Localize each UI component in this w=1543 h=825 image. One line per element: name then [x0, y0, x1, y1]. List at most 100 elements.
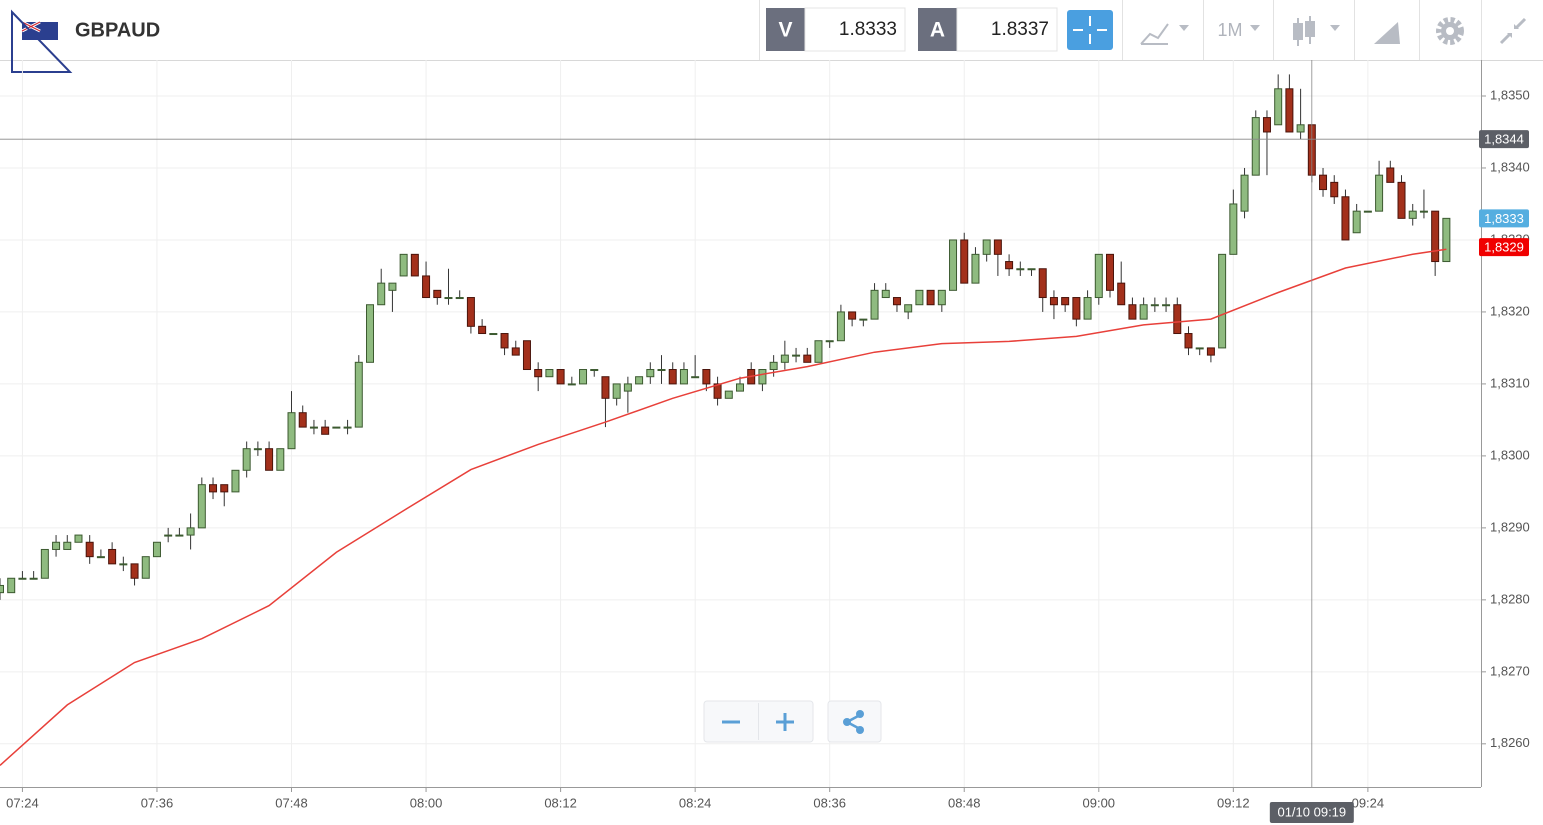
candle-body — [612, 383, 621, 399]
candle-body — [1150, 304, 1159, 307]
candle-body — [825, 340, 834, 343]
candle-body — [1319, 174, 1328, 191]
candle-body — [1128, 304, 1137, 320]
candle-body — [18, 577, 27, 580]
candle-body — [298, 412, 307, 428]
plot-area — [0, 74, 1451, 766]
candle-body — [937, 289, 946, 306]
candle-body — [119, 563, 128, 566]
candle-body — [7, 577, 16, 594]
candle-body — [1049, 297, 1058, 306]
candle-body — [679, 369, 688, 385]
price-marker-label: 1,8333 — [1484, 211, 1524, 226]
bid-label[interactable]: V — [778, 19, 792, 42]
price-marker-label: 1,8329 — [1484, 240, 1524, 255]
timeframe[interactable]: 1M — [1217, 20, 1242, 40]
candle-body — [814, 340, 823, 363]
candle-body — [1341, 196, 1350, 241]
crosshair-button[interactable] — [1067, 10, 1113, 50]
x-tick-label: 08:48 — [948, 795, 981, 810]
candle-body — [926, 289, 935, 306]
candle-body — [691, 376, 700, 379]
y-tick-label: 1,8320 — [1490, 303, 1530, 318]
bid-price[interactable]: 1.8333 — [839, 19, 897, 40]
candle-body — [422, 275, 431, 299]
candle-body — [29, 577, 38, 580]
drawing-button[interactable] — [1374, 22, 1400, 44]
ask-label-box[interactable] — [918, 8, 957, 51]
candle-body — [1072, 297, 1081, 320]
candle-body — [1419, 210, 1428, 213]
candle-body — [892, 297, 901, 306]
y-tick-label: 1,8310 — [1490, 375, 1530, 390]
candle-body — [1442, 217, 1451, 263]
candle-body — [623, 383, 632, 392]
settings-button[interactable] — [1436, 17, 1464, 45]
candle-body — [590, 369, 599, 372]
x-tick-label: 09:24 — [1352, 795, 1385, 810]
candle-body — [1206, 347, 1215, 356]
zoom-in-button[interactable] — [776, 713, 794, 731]
candle-body — [220, 484, 229, 493]
candle-body — [567, 383, 576, 386]
candle-body — [1162, 304, 1171, 307]
timeframe-caret[interactable] — [1250, 25, 1260, 31]
candle-body — [276, 448, 285, 471]
candle-body — [152, 541, 161, 558]
candle-body — [702, 369, 711, 385]
zoom-controls — [703, 700, 882, 743]
candle-body — [601, 376, 610, 399]
share-button[interactable] — [827, 700, 882, 743]
candle-body — [904, 304, 913, 313]
x-tick-label: 08:24 — [679, 795, 712, 810]
candle-body — [949, 239, 958, 291]
candle-body — [186, 527, 195, 536]
x-tick-label: 08:00 — [410, 795, 443, 810]
candle-body — [1386, 167, 1395, 183]
indicator-button[interactable] — [1140, 23, 1189, 45]
y-tick-label: 1,8300 — [1490, 447, 1530, 462]
candle-body — [466, 297, 475, 327]
candle-body — [1352, 210, 1361, 234]
price-marker-box — [1479, 209, 1529, 228]
candle-body — [141, 556, 150, 579]
candle-body — [209, 484, 218, 493]
candle-body — [859, 318, 868, 321]
candle-body — [780, 354, 789, 363]
candle-body — [803, 354, 812, 363]
candle-body — [657, 369, 666, 372]
candle-body — [164, 534, 173, 537]
x-tick-label: 07:24 — [6, 795, 39, 810]
candle-body — [1218, 253, 1227, 349]
chart-type-button[interactable] — [1293, 16, 1340, 46]
candle-body — [1027, 268, 1036, 271]
axes: 1,8260 1,8270 1,8280 1,8290 1,8300 1,8310 1,83… — [0, 60, 1530, 823]
candle-body — [309, 426, 318, 429]
candle-body — [646, 369, 655, 378]
candle-body — [1274, 88, 1283, 126]
candle-body — [1094, 253, 1103, 299]
candle-body — [96, 556, 105, 559]
candle-body — [1397, 181, 1406, 219]
bid-label-box[interactable] — [766, 8, 805, 51]
candle-body — [74, 534, 83, 543]
candle-body — [455, 297, 464, 300]
y-tick-label: 1,8290 — [1490, 519, 1530, 534]
ask-price[interactable]: 1.8337 — [991, 19, 1049, 40]
bid-price-box[interactable] — [804, 7, 906, 52]
candle-body — [1117, 282, 1126, 306]
candle-body — [478, 325, 487, 335]
candle-body — [500, 333, 509, 349]
x-tick-label: 09:00 — [1083, 795, 1116, 810]
x-tick-label: 08:36 — [813, 795, 846, 810]
candle-body — [343, 426, 352, 429]
y-tick-label: 1,8280 — [1490, 591, 1530, 606]
candle-body — [108, 548, 117, 565]
crosshair-y-label: 1,8344 — [1484, 132, 1524, 147]
candle-body — [0, 584, 4, 594]
collapse-button[interactable] — [1499, 17, 1527, 45]
ask-price-box[interactable] — [956, 7, 1058, 52]
candle-body — [545, 369, 554, 378]
ask-label[interactable]: A — [930, 19, 945, 42]
